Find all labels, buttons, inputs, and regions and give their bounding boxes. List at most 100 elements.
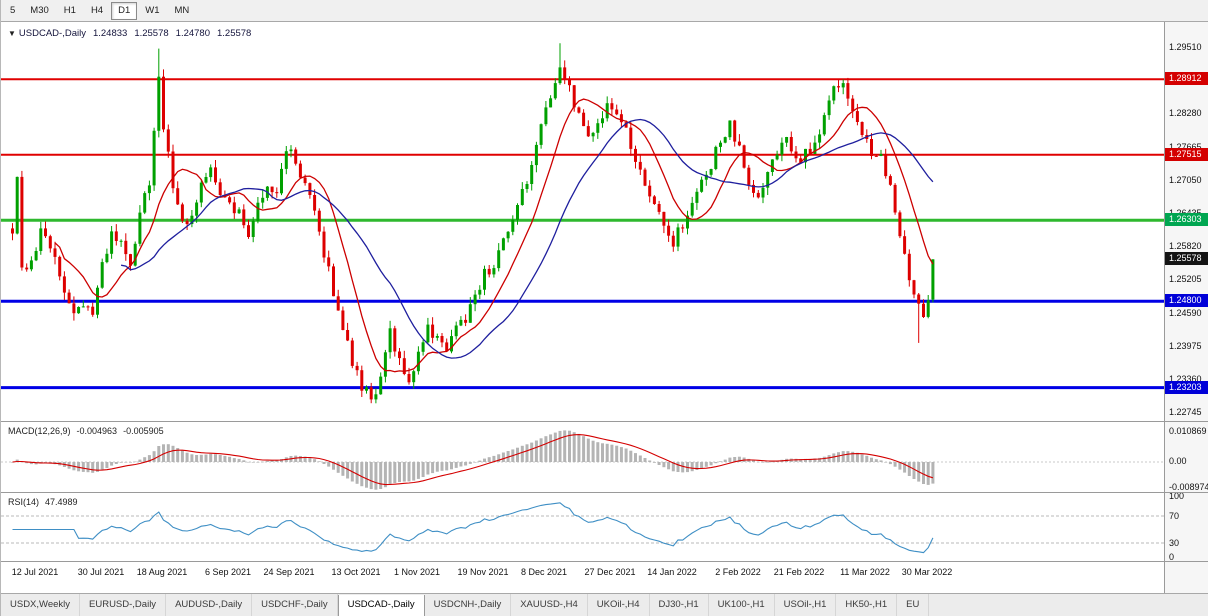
chart-tab-ukoil-h4[interactable]: UKOil-,H4 xyxy=(588,594,650,616)
chart-title: ▼ USDCAD-,Daily 1.24833 1.25578 1.24780 1.255… xyxy=(8,28,251,39)
macd-bar xyxy=(898,462,902,470)
timeframe-button-5[interactable]: 5 xyxy=(10,4,16,16)
chart-tab-usdcad-daily[interactable]: USDCAD-,Daily xyxy=(337,595,425,616)
candle-body xyxy=(851,98,855,112)
macd-bar xyxy=(534,440,538,462)
date-label: 13 Oct 2021 xyxy=(331,567,381,577)
candle-body xyxy=(110,231,114,254)
macd-signal-value: -0.005905 xyxy=(123,426,164,436)
price-tick-label: 1.25205 xyxy=(1169,274,1202,284)
timeframe-button-h1[interactable]: H1 xyxy=(63,4,76,16)
timeframe-button-d1[interactable]: D1 xyxy=(111,1,138,20)
timeframe-button-mn[interactable]: MN xyxy=(174,4,190,16)
candle-body xyxy=(242,209,246,226)
price-badge: 1.23203 xyxy=(1165,381,1208,394)
macd-bar xyxy=(96,462,99,472)
candle-body xyxy=(426,324,430,343)
price-chart-canvas xyxy=(1,43,1164,404)
macd-bar xyxy=(431,462,435,474)
candle-body xyxy=(652,196,656,204)
macd-bar xyxy=(138,459,142,462)
macd-bar xyxy=(501,452,505,462)
chart-tab-usdx-weekly[interactable]: USDX,Weekly xyxy=(1,594,81,616)
macd-bar xyxy=(143,457,147,462)
candle-body xyxy=(601,118,604,124)
timeframe-button-m30[interactable]: M30 xyxy=(30,4,49,16)
candle-body xyxy=(195,202,199,216)
chart-tab-usoil-h1[interactable]: USOil-,H1 xyxy=(775,594,837,616)
date-label: 24 Sep 2021 xyxy=(263,567,315,577)
candle-body xyxy=(25,267,29,270)
timeframe-button-h4[interactable]: H4 xyxy=(90,4,104,16)
macd-bar xyxy=(100,462,104,470)
candle-body xyxy=(686,215,689,229)
timeframe-button-w1[interactable]: W1 xyxy=(145,4,160,16)
collapse-triangle-icon[interactable]: ▼ xyxy=(8,29,16,38)
time-axis-separator xyxy=(1,561,1208,562)
macd-bar xyxy=(214,454,217,462)
macd-bar xyxy=(865,455,869,462)
candle-body xyxy=(487,268,491,275)
candle-body xyxy=(808,148,812,154)
candle-body xyxy=(733,120,737,142)
macd-bar xyxy=(416,462,420,479)
candle-body xyxy=(492,268,496,275)
macd-bar xyxy=(341,462,345,476)
candle-body xyxy=(922,303,925,317)
candle-body xyxy=(752,184,755,193)
time-axis[interactable]: 12 Jul 2021 30 Jul 2021 18 Aug 2021 6 Sep 2… xyxy=(1,562,1164,593)
candle-body xyxy=(62,276,66,293)
macd-bar xyxy=(544,436,548,462)
rsi-panel-separator[interactable] xyxy=(1,492,1208,493)
candle-body xyxy=(199,182,203,203)
rsi-value: 47.4989 xyxy=(45,497,78,507)
candle-body xyxy=(671,235,675,247)
macd-histogram xyxy=(11,430,935,490)
chart-tab-eurusd-daily[interactable]: EURUSD-,Daily xyxy=(80,594,167,616)
candle-body xyxy=(355,365,359,371)
macd-bar xyxy=(157,446,161,462)
candle-body xyxy=(577,107,581,113)
chart-tab-dj30-h1[interactable]: DJ30-,H1 xyxy=(650,594,709,616)
candle-body xyxy=(766,172,770,188)
candle-body xyxy=(629,127,633,149)
candle-body xyxy=(648,185,652,197)
chart-tab-eu[interactable]: EU xyxy=(897,594,930,616)
candle-body xyxy=(393,328,397,352)
macd-bar xyxy=(737,456,741,462)
macd-bar xyxy=(298,456,302,462)
candle-body xyxy=(341,310,345,330)
macd-bar xyxy=(756,461,760,463)
chart-tab-uk100-h1[interactable]: UK100-,H1 xyxy=(709,594,775,616)
macd-bar xyxy=(398,462,401,482)
candle-body xyxy=(667,225,671,236)
chart-tab-audusd-daily[interactable]: AUDUSD-,Daily xyxy=(166,594,253,616)
macd-bar xyxy=(11,462,14,463)
macd-bar xyxy=(733,457,737,462)
price-tick-label: 1.23360 xyxy=(1169,374,1202,384)
macd-panel-separator[interactable] xyxy=(1,421,1208,422)
macd-bar xyxy=(322,462,326,464)
macd-bar xyxy=(440,462,444,471)
price-scale[interactable]: 0.010869 0.00 -0.008974 100 70 30 0 1.29… xyxy=(1164,22,1208,593)
candle-body xyxy=(105,253,109,263)
macd-bar xyxy=(851,451,855,462)
chart-tab-hk50-h1[interactable]: HK50-,H1 xyxy=(836,594,898,616)
macd-bar xyxy=(662,462,666,468)
date-label: 2 Feb 2022 xyxy=(715,567,761,577)
macd-bar xyxy=(667,462,671,470)
chart-tab-xauusd-h4[interactable]: XAUUSD-,H4 xyxy=(511,594,588,616)
macd-bar xyxy=(728,457,732,462)
candle-body xyxy=(398,351,401,359)
macd-bar xyxy=(313,459,317,462)
date-label: 1 Nov 2021 xyxy=(393,567,441,577)
macd-bar xyxy=(714,462,718,464)
macd-bar xyxy=(808,459,812,462)
macd-bar xyxy=(199,454,203,462)
chart-tab-usdcnh-daily[interactable]: USDCNH-,Daily xyxy=(425,594,512,616)
ohlc-low: 1.24780 xyxy=(175,28,210,39)
macd-bar xyxy=(846,451,850,462)
candle-body xyxy=(72,303,76,314)
chart-tab-usdchf-daily[interactable]: USDCHF-,Daily xyxy=(252,594,338,616)
candle-body xyxy=(81,306,85,308)
